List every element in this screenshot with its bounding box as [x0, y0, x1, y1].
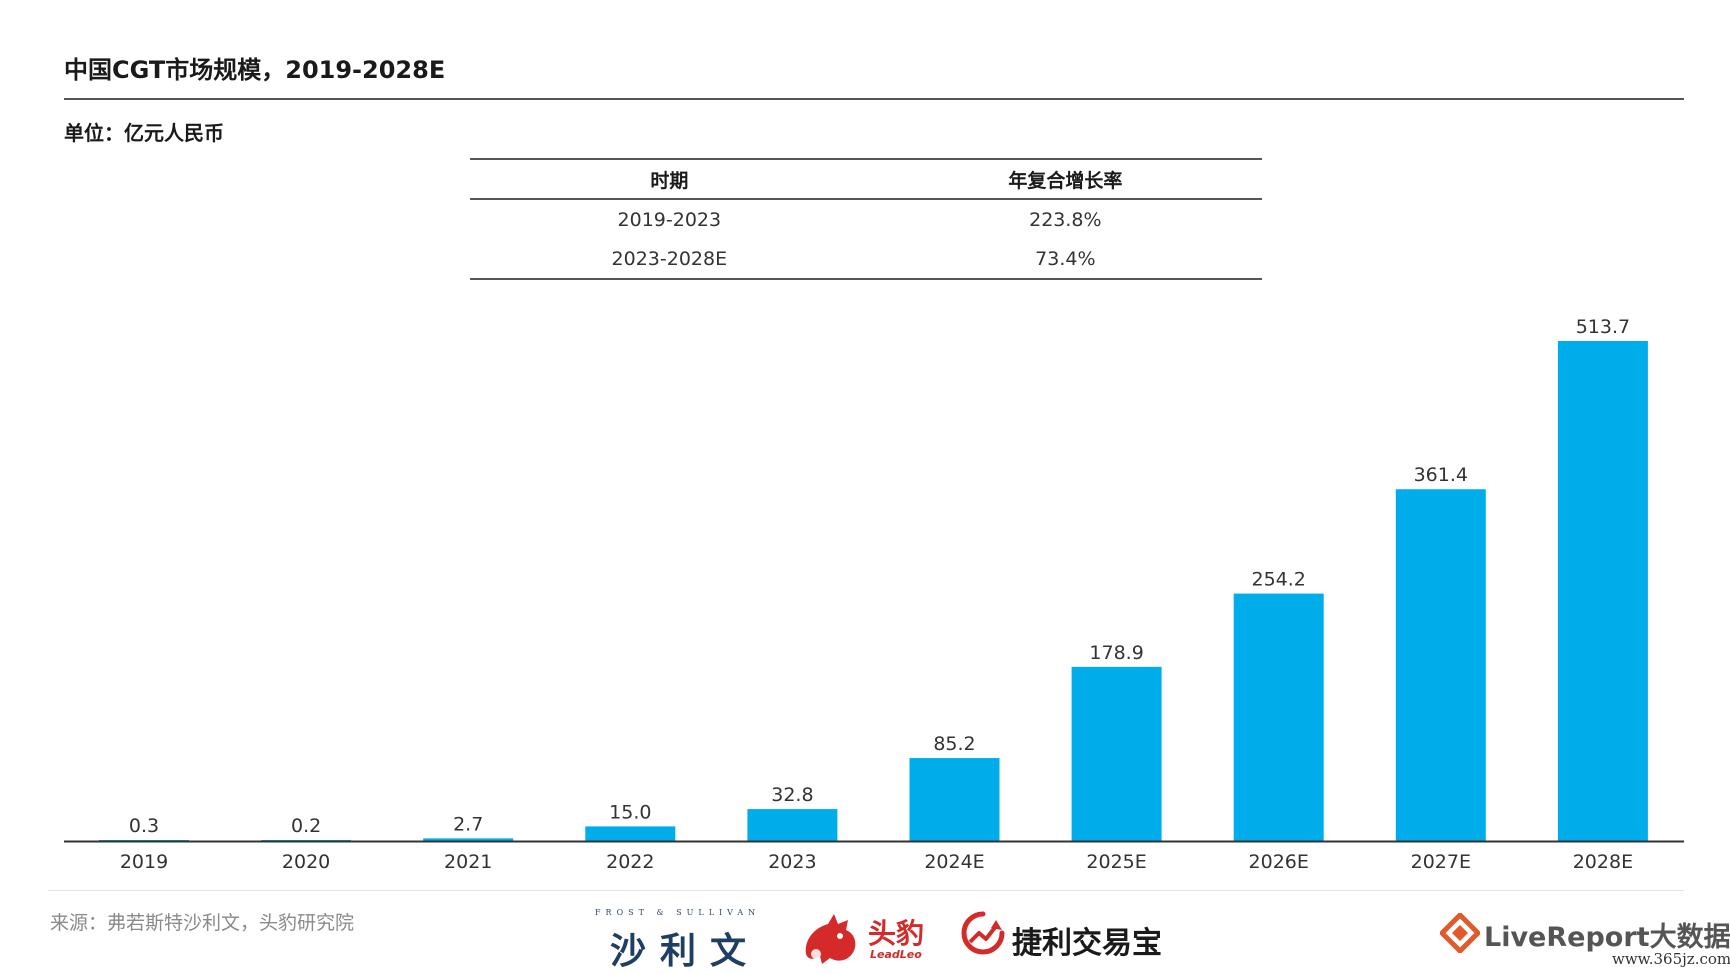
data-label: 0.3	[129, 815, 159, 837]
cagr-period: 2023-2028E	[611, 247, 728, 270]
cagr-period: 2019-2023	[617, 208, 722, 231]
unit-label: 单位：亿元人民币	[64, 121, 224, 145]
x-tick-label: 2019	[120, 851, 168, 873]
diamond-logo-icon	[1438, 911, 1482, 955]
cagr-rate: 73.4%	[1035, 247, 1096, 270]
cagr-header-period: 时期	[470, 159, 869, 200]
livereport-logo: LiveReport大数据	[1438, 911, 1730, 955]
data-label: 32.8	[771, 784, 813, 806]
bar	[909, 758, 1000, 841]
jieli-logo: 捷利交易宝	[960, 908, 1162, 966]
watermark-url: www.365jz.com	[1612, 950, 1730, 968]
cagr-header-row: 时期 年复合增长率	[470, 159, 1262, 200]
data-label: 85.2	[933, 733, 975, 755]
x-tick-label: 2020	[282, 851, 330, 873]
bar	[1071, 666, 1162, 841]
data-label: 254.2	[1251, 569, 1305, 591]
bar	[423, 838, 514, 841]
chart-title: 中国CGT市场规模，2019-2028E	[64, 56, 446, 84]
x-tick-label: 2021	[444, 851, 492, 873]
bar	[585, 826, 676, 841]
data-label: 178.9	[1089, 642, 1143, 664]
x-tick-label: 2028E	[1573, 851, 1633, 873]
leopard-icon	[805, 914, 856, 964]
frost-chinese-text: 沙利文	[610, 931, 761, 972]
data-label: 0.2	[291, 815, 321, 837]
x-tick-label: 2022	[606, 851, 654, 873]
frost-sullivan-logo: FROST & SULLIVAN 沙利文	[595, 908, 780, 972]
x-tick-label: 2024E	[924, 851, 984, 873]
jieli-text: 捷利交易宝	[1012, 926, 1162, 961]
cagr-table: 时期 年复合增长率 2019-2023 223.8% 2023-2028E 73…	[470, 158, 1262, 280]
leadleo-chinese-text: 头豹	[868, 917, 925, 950]
title-divider	[64, 98, 1684, 100]
trend-circle-icon	[961, 911, 1005, 955]
footer-divider	[48, 890, 1684, 891]
data-label: 361.4	[1414, 464, 1468, 486]
frost-english-text: FROST & SULLIVAN	[595, 908, 761, 917]
data-label: 2.7	[453, 813, 483, 835]
livereport-text: LiveReport大数据	[1484, 922, 1730, 953]
bar	[1233, 593, 1324, 841]
source-note: 来源：弗若斯特沙利文，头豹研究院	[50, 912, 355, 934]
cagr-rate: 223.8%	[1029, 208, 1102, 231]
x-tick-label: 2027E	[1411, 851, 1471, 873]
x-tick-label: 2026E	[1249, 851, 1309, 873]
x-tick-label: 2023	[768, 851, 816, 873]
data-label: 15.0	[609, 801, 651, 823]
leadleo-english-text: LeadLeo	[870, 948, 922, 961]
bar	[1395, 489, 1486, 841]
leadleo-logo: 头豹 LeadLeo	[800, 910, 935, 966]
bar	[747, 809, 838, 841]
cagr-row: 2023-2028E 73.4%	[470, 239, 1262, 279]
cagr-header-rate: 年复合增长率	[868, 159, 1262, 200]
x-tick-label: 2025E	[1086, 851, 1146, 873]
cagr-row: 2019-2023 223.8%	[470, 199, 1262, 239]
bar	[1557, 341, 1648, 841]
data-label: 513.7	[1576, 316, 1630, 338]
